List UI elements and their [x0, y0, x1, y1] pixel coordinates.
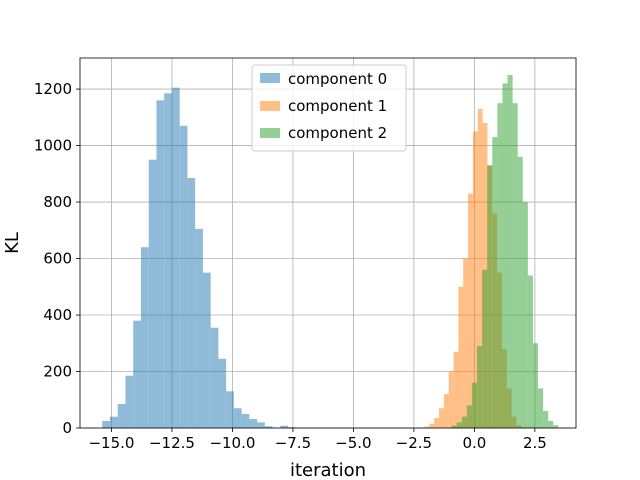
- histogram-bar: [257, 422, 265, 428]
- histogram-bar: [117, 403, 126, 428]
- x-tick-label: −5.0: [335, 434, 371, 452]
- histogram-bar: [443, 394, 449, 428]
- y-tick-label: 0: [62, 419, 72, 437]
- histogram-bars: [102, 74, 559, 429]
- histogram-bar: [453, 351, 459, 428]
- x-tick-label: −10.0: [209, 434, 255, 452]
- y-tick-label: 1000: [34, 137, 72, 155]
- legend-box: [251, 64, 407, 152]
- histogram-bar: [507, 74, 513, 428]
- legend-label-component-2: component 2: [288, 124, 387, 142]
- histogram-bar: [471, 382, 478, 428]
- histogram-bar: [140, 247, 149, 428]
- series-component-2: [451, 74, 559, 428]
- histogram-bar: [466, 405, 472, 428]
- histogram-bar: [133, 320, 141, 428]
- histogram-bar: [434, 418, 440, 428]
- histogram-bar: [288, 427, 296, 428]
- histogram-bar: [517, 156, 523, 428]
- histogram-bar: [522, 202, 528, 428]
- histogram-bar: [195, 228, 203, 428]
- legend-swatch-component-1: [260, 101, 280, 111]
- histogram-bar: [210, 327, 219, 428]
- plot-frame: [79, 57, 577, 429]
- histogram-bar: [148, 159, 157, 428]
- histogram-bar: [233, 408, 242, 428]
- histogram-bar: [102, 420, 111, 428]
- x-axis-title: iteration: [290, 460, 366, 480]
- x-tick-label: −15.0: [88, 434, 134, 452]
- histogram-bar: [458, 286, 464, 428]
- histogram-bar: [472, 131, 478, 428]
- histogram-bar: [164, 93, 172, 428]
- histogram-bar: [532, 343, 539, 428]
- legend-label-component-0: component 0: [288, 70, 387, 88]
- histogram-bar: [448, 371, 454, 428]
- histogram-bar: [110, 416, 118, 428]
- y-tick-label: 800: [43, 193, 72, 211]
- x-tick-label: 2.5: [523, 434, 547, 452]
- x-tick-label: −12.5: [149, 434, 195, 452]
- histogram-bar: [187, 178, 196, 428]
- histogram-bar: [451, 425, 457, 428]
- y-axis-ticks: 0 200 400 600 800 1000 1200: [34, 80, 80, 437]
- legend: component 0 component 1 component 2: [251, 64, 407, 152]
- y-tick-label: 600: [43, 250, 72, 268]
- y-tick-label: 200: [43, 363, 72, 381]
- x-axis-ticks: −15.0 −12.5 −10.0 −7.5 −5.0 −2.5 0.0 2.5: [88, 428, 547, 452]
- histogram-bar: [456, 422, 462, 428]
- histogram-bar: [497, 103, 503, 428]
- histogram-bar: [241, 413, 250, 428]
- histogram-bar: [202, 272, 211, 428]
- histogram-bar: [280, 425, 289, 428]
- histogram-bar: [543, 411, 549, 428]
- histogram-bar: [226, 391, 234, 428]
- histogram-bar: [439, 408, 444, 428]
- histogram-bar: [179, 125, 188, 429]
- histogram-bar: [492, 137, 498, 428]
- legend-label-component-1: component 1: [288, 97, 387, 115]
- x-tick-label: −2.5: [396, 434, 432, 452]
- histogram-bar: [468, 193, 473, 428]
- histogram-bar: [156, 100, 165, 429]
- legend-swatch-component-2: [260, 128, 280, 138]
- y-tick-label: 1200: [34, 80, 72, 98]
- histogram-bar: [429, 423, 435, 428]
- histogram-bar: [218, 358, 227, 428]
- histogram-bar: [477, 346, 483, 428]
- histogram-bar: [171, 87, 180, 428]
- histogram-bar: [424, 426, 430, 428]
- histogram-bar: [125, 375, 134, 428]
- histogram-bar: [538, 388, 544, 428]
- histogram-bar: [527, 275, 533, 428]
- y-tick-label: 400: [43, 306, 72, 324]
- histogram-bar: [487, 165, 493, 428]
- histogram-bar: [249, 418, 258, 428]
- histogram-bar: [553, 425, 559, 428]
- series-component-0: [102, 87, 296, 429]
- x-tick-label: 0.0: [462, 434, 486, 452]
- x-tick-label: −7.5: [275, 434, 311, 452]
- histogram-bar: [477, 108, 483, 428]
- legend-swatch-component-0: [260, 73, 280, 83]
- histogram-bar: [482, 269, 488, 428]
- histogram-bar: [461, 416, 467, 428]
- histogram-bar: [463, 258, 469, 428]
- histogram-bar: [502, 83, 508, 428]
- y-axis-title: KL: [2, 232, 23, 254]
- histogram-bar: [512, 103, 518, 428]
- histogram-bar: [264, 426, 273, 428]
- histogram-bar: [548, 420, 554, 428]
